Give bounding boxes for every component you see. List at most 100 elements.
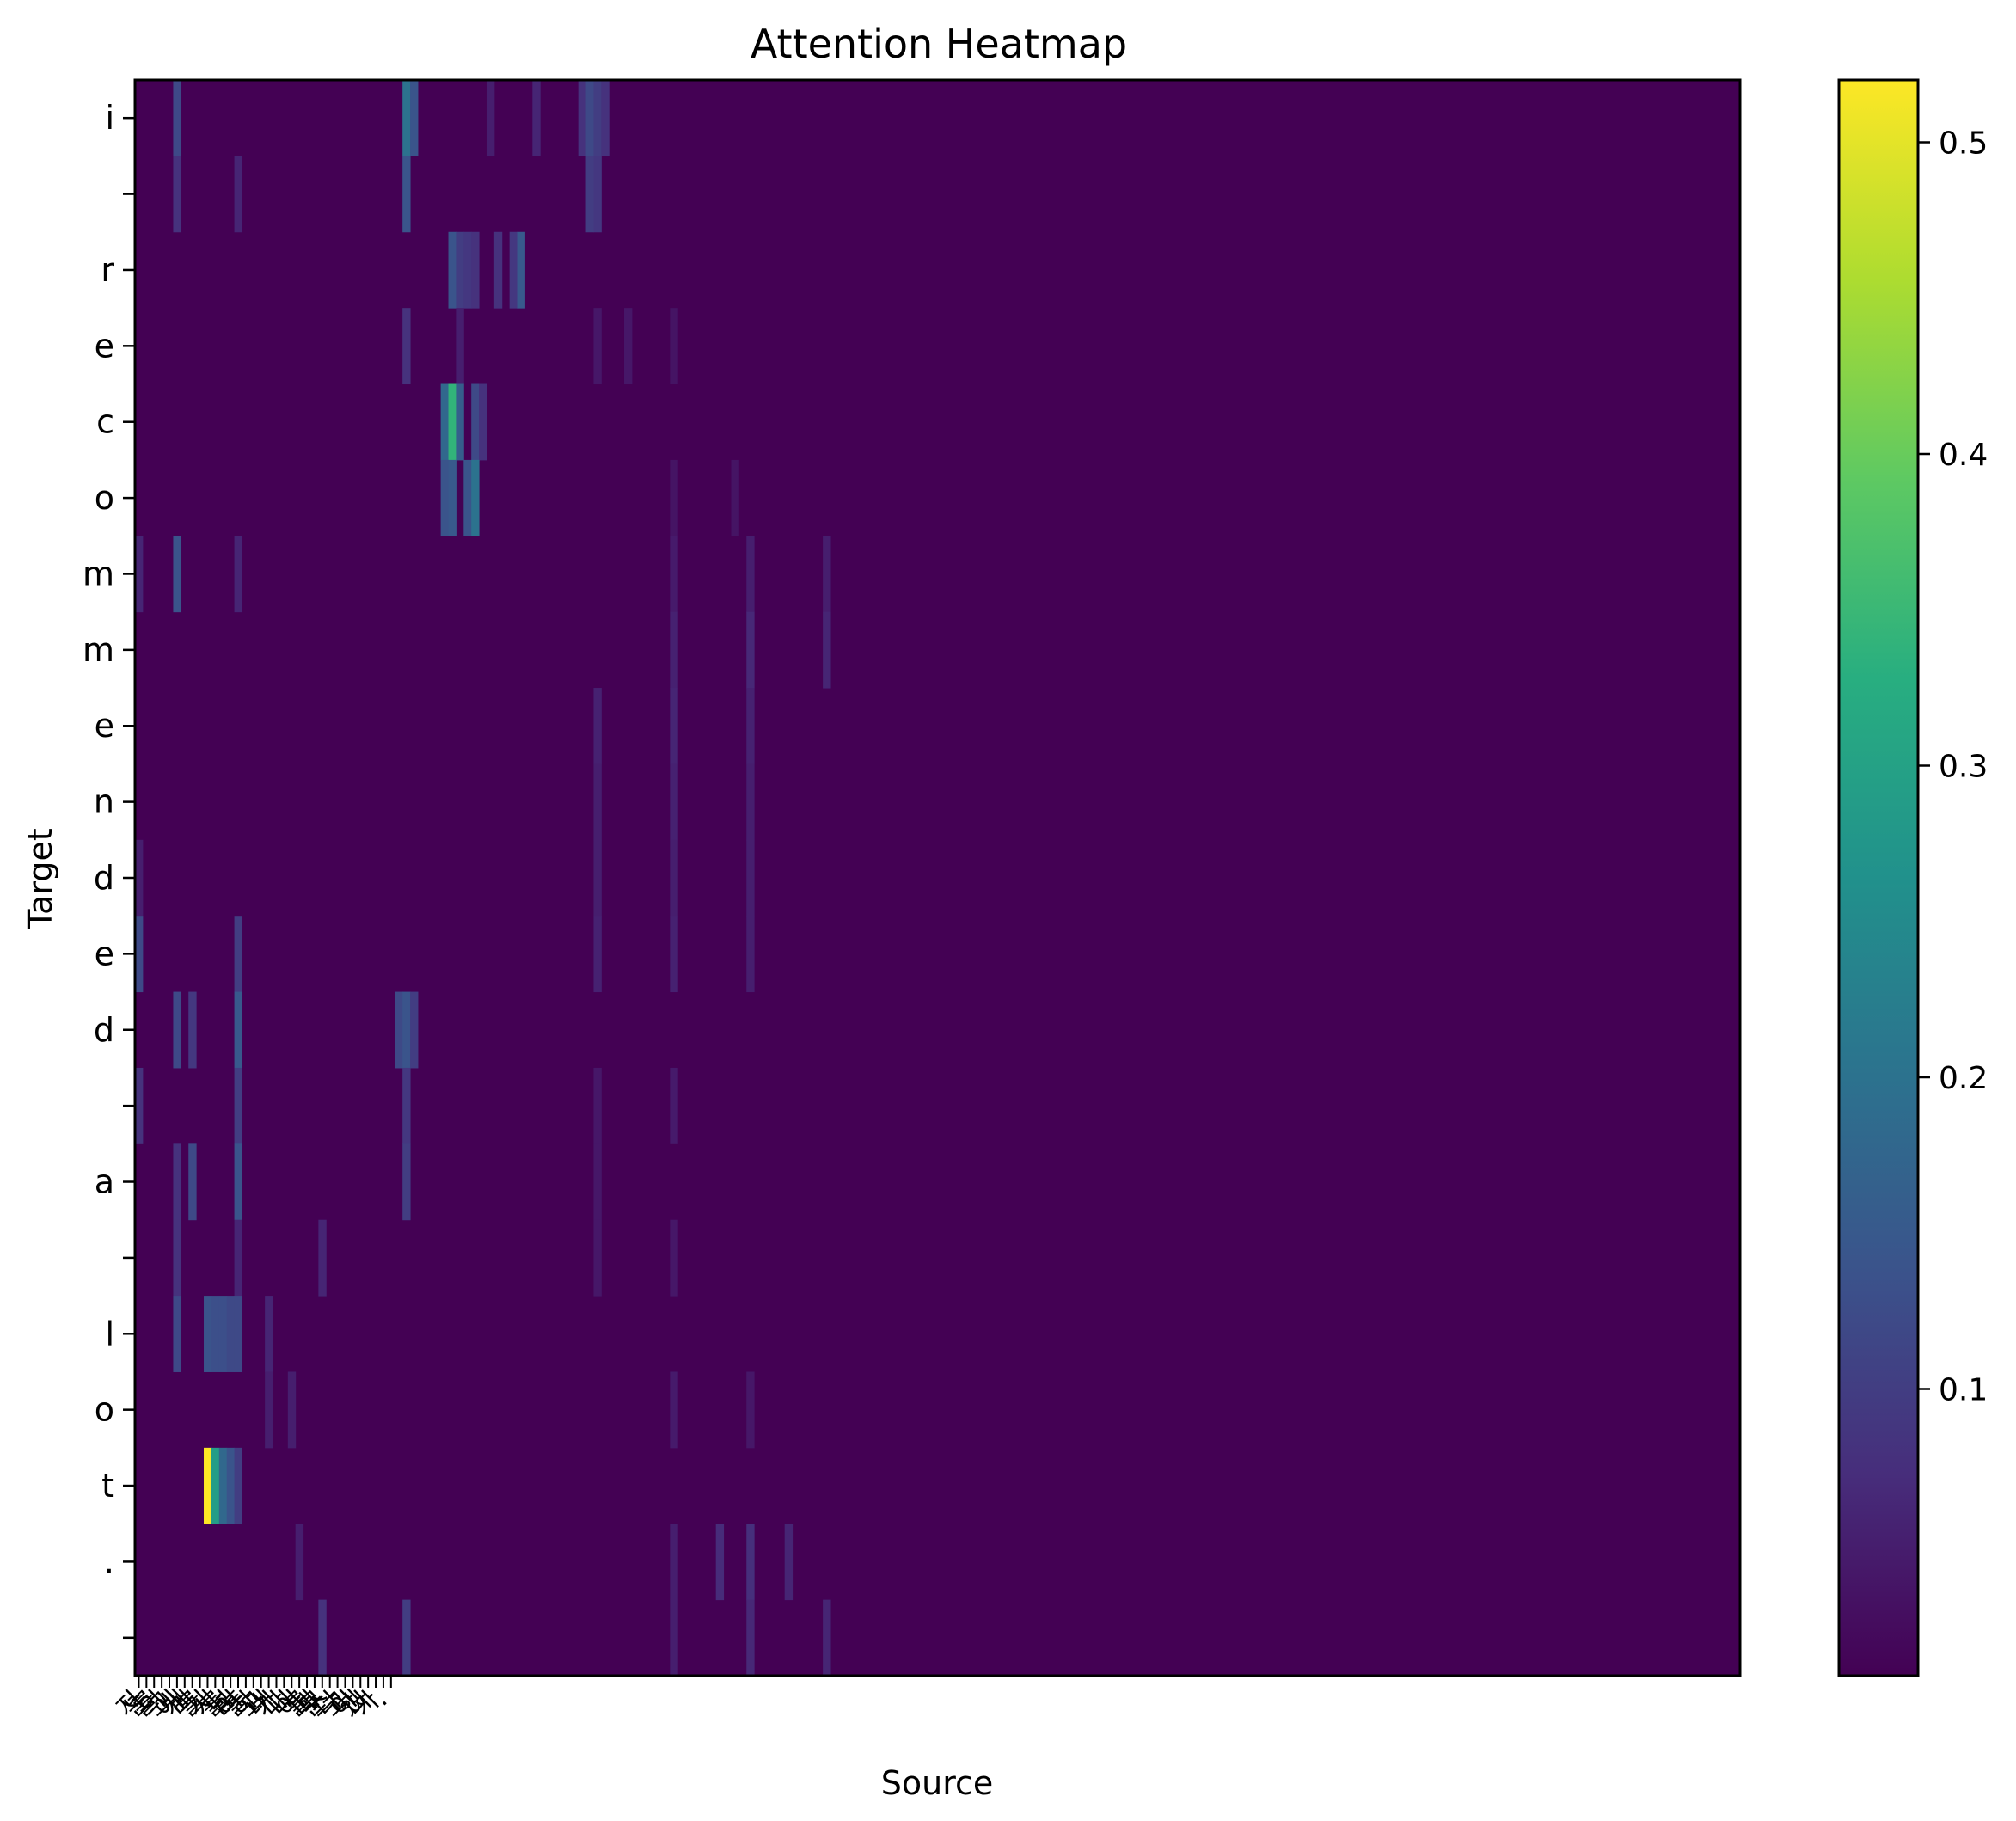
heatmap-cell bbox=[402, 80, 411, 156]
heatmap-cell bbox=[173, 1219, 181, 1297]
colorbar-tick-label: 0.1 bbox=[1939, 1373, 1988, 1408]
heatmap-cell bbox=[593, 1143, 602, 1221]
heatmap-cell bbox=[204, 1296, 212, 1372]
heatmap-cell bbox=[670, 611, 678, 689]
heatmap-cell bbox=[456, 308, 464, 385]
heatmap-cell bbox=[486, 80, 495, 156]
heatmap-cell bbox=[493, 231, 503, 309]
heatmap-cell bbox=[448, 231, 457, 309]
heatmap-cell bbox=[234, 1447, 242, 1524]
heatmap-cell bbox=[746, 688, 755, 764]
heatmap-cell bbox=[234, 156, 242, 233]
y-tick-label: c bbox=[96, 403, 114, 441]
heatmap-cell bbox=[670, 459, 678, 536]
heatmap-cell bbox=[188, 1143, 197, 1221]
y-tick-label: e bbox=[95, 707, 114, 745]
y-tick-label: e bbox=[95, 327, 114, 365]
colorbar-tick-label: 0.2 bbox=[1939, 1061, 1988, 1096]
y-tick-label: d bbox=[94, 1011, 114, 1049]
heatmap-cell bbox=[670, 1371, 678, 1449]
heatmap-cell bbox=[593, 1067, 602, 1144]
heatmap-cell bbox=[823, 611, 831, 689]
y-tick-label: m bbox=[83, 555, 114, 592]
heatmap-cell bbox=[135, 839, 144, 917]
heatmap-cell bbox=[395, 991, 403, 1069]
heatmap-cell bbox=[823, 1599, 831, 1677]
heatmap-cell bbox=[402, 1067, 411, 1144]
heatmap-cell bbox=[823, 536, 831, 613]
y-tick-label: l bbox=[105, 1315, 114, 1352]
colorbar-ticks: 0.1 0.2 0.3 0.4 0.5 bbox=[1918, 126, 1988, 1408]
colorbar bbox=[1837, 78, 1920, 1677]
y-tick-label: o bbox=[95, 479, 114, 517]
colorbar-tick-label: 0.5 bbox=[1939, 126, 1988, 162]
heatmap-cell bbox=[135, 536, 144, 613]
heatmap-cell bbox=[746, 1371, 755, 1449]
heatmap-cell bbox=[746, 1524, 755, 1601]
colorbar-tick-label: 0.4 bbox=[1939, 438, 1988, 473]
heatmap-cell bbox=[746, 611, 755, 689]
heatmap-cell bbox=[670, 536, 678, 613]
colorbar-tick-label: 0.3 bbox=[1939, 750, 1988, 785]
x-axis-label: Source bbox=[881, 1764, 994, 1802]
heatmap-cell bbox=[173, 536, 181, 613]
heatmap-cell bbox=[173, 991, 181, 1069]
heatmap-cell bbox=[440, 459, 450, 536]
heatmap-cell bbox=[265, 1371, 273, 1449]
y-tick-label: . bbox=[104, 1542, 114, 1580]
heatmap-cell bbox=[402, 1143, 411, 1221]
y-axis-label: Target bbox=[21, 828, 59, 930]
heatmap-cell bbox=[593, 80, 602, 156]
heatmap-cell bbox=[585, 80, 594, 156]
heatmap-cell bbox=[218, 1447, 228, 1524]
heatmap-cell bbox=[226, 1447, 236, 1524]
heatmap-cell bbox=[402, 156, 411, 233]
heatmap-cell bbox=[463, 459, 472, 536]
heatmap-cell bbox=[731, 459, 739, 536]
heatmap-cell bbox=[218, 1296, 228, 1372]
heatmap-cell bbox=[670, 1599, 678, 1677]
heatmap-cell bbox=[318, 1599, 327, 1677]
heatmap-cell bbox=[234, 1067, 242, 1144]
heatmap-cell bbox=[448, 459, 457, 536]
heatmap-cell bbox=[456, 383, 464, 461]
heatmap-cell bbox=[746, 1599, 755, 1677]
heatmap-cell bbox=[234, 1219, 242, 1297]
heatmap-cell bbox=[448, 383, 457, 461]
heatmap-cell bbox=[173, 80, 181, 156]
heatmap-cell bbox=[135, 916, 144, 993]
heatmap-cell bbox=[456, 231, 464, 309]
heatmap-cell bbox=[593, 916, 602, 993]
heatmap-cell bbox=[234, 536, 242, 613]
heatmap-cell bbox=[593, 839, 602, 917]
heatmap-cell bbox=[410, 991, 419, 1069]
heatmap-cell bbox=[402, 308, 411, 385]
heatmap-cell bbox=[517, 231, 525, 309]
heatmap-cell bbox=[135, 1067, 144, 1144]
heatmap-cell bbox=[402, 1599, 411, 1677]
heatmap-cell bbox=[578, 80, 587, 156]
heatmap-cell bbox=[173, 1296, 181, 1372]
heatmap-cell bbox=[746, 763, 755, 841]
y-tick-label: e bbox=[95, 935, 114, 972]
heatmap-cell bbox=[188, 991, 197, 1069]
heatmap-cell bbox=[593, 688, 602, 764]
heatmap-cell bbox=[234, 916, 242, 993]
chart-title: Attention Heatmap bbox=[751, 21, 1127, 67]
heatmap-cell bbox=[410, 80, 419, 156]
heatmap-cell bbox=[593, 1219, 602, 1297]
heatmap-cell bbox=[746, 916, 755, 993]
heatmap-cell bbox=[623, 308, 633, 385]
heatmap-cell bbox=[601, 80, 610, 156]
heatmap-cell bbox=[471, 383, 480, 461]
heatmap-cell bbox=[670, 763, 678, 841]
heatmap-cell bbox=[234, 1296, 242, 1372]
y-tick-label: i bbox=[105, 99, 114, 137]
heatmap-cell bbox=[402, 991, 411, 1069]
heatmap-cell bbox=[211, 1296, 220, 1372]
heatmap-cell bbox=[479, 383, 487, 461]
heatmap-cell bbox=[746, 839, 755, 917]
heatmap-cell bbox=[318, 1219, 327, 1297]
